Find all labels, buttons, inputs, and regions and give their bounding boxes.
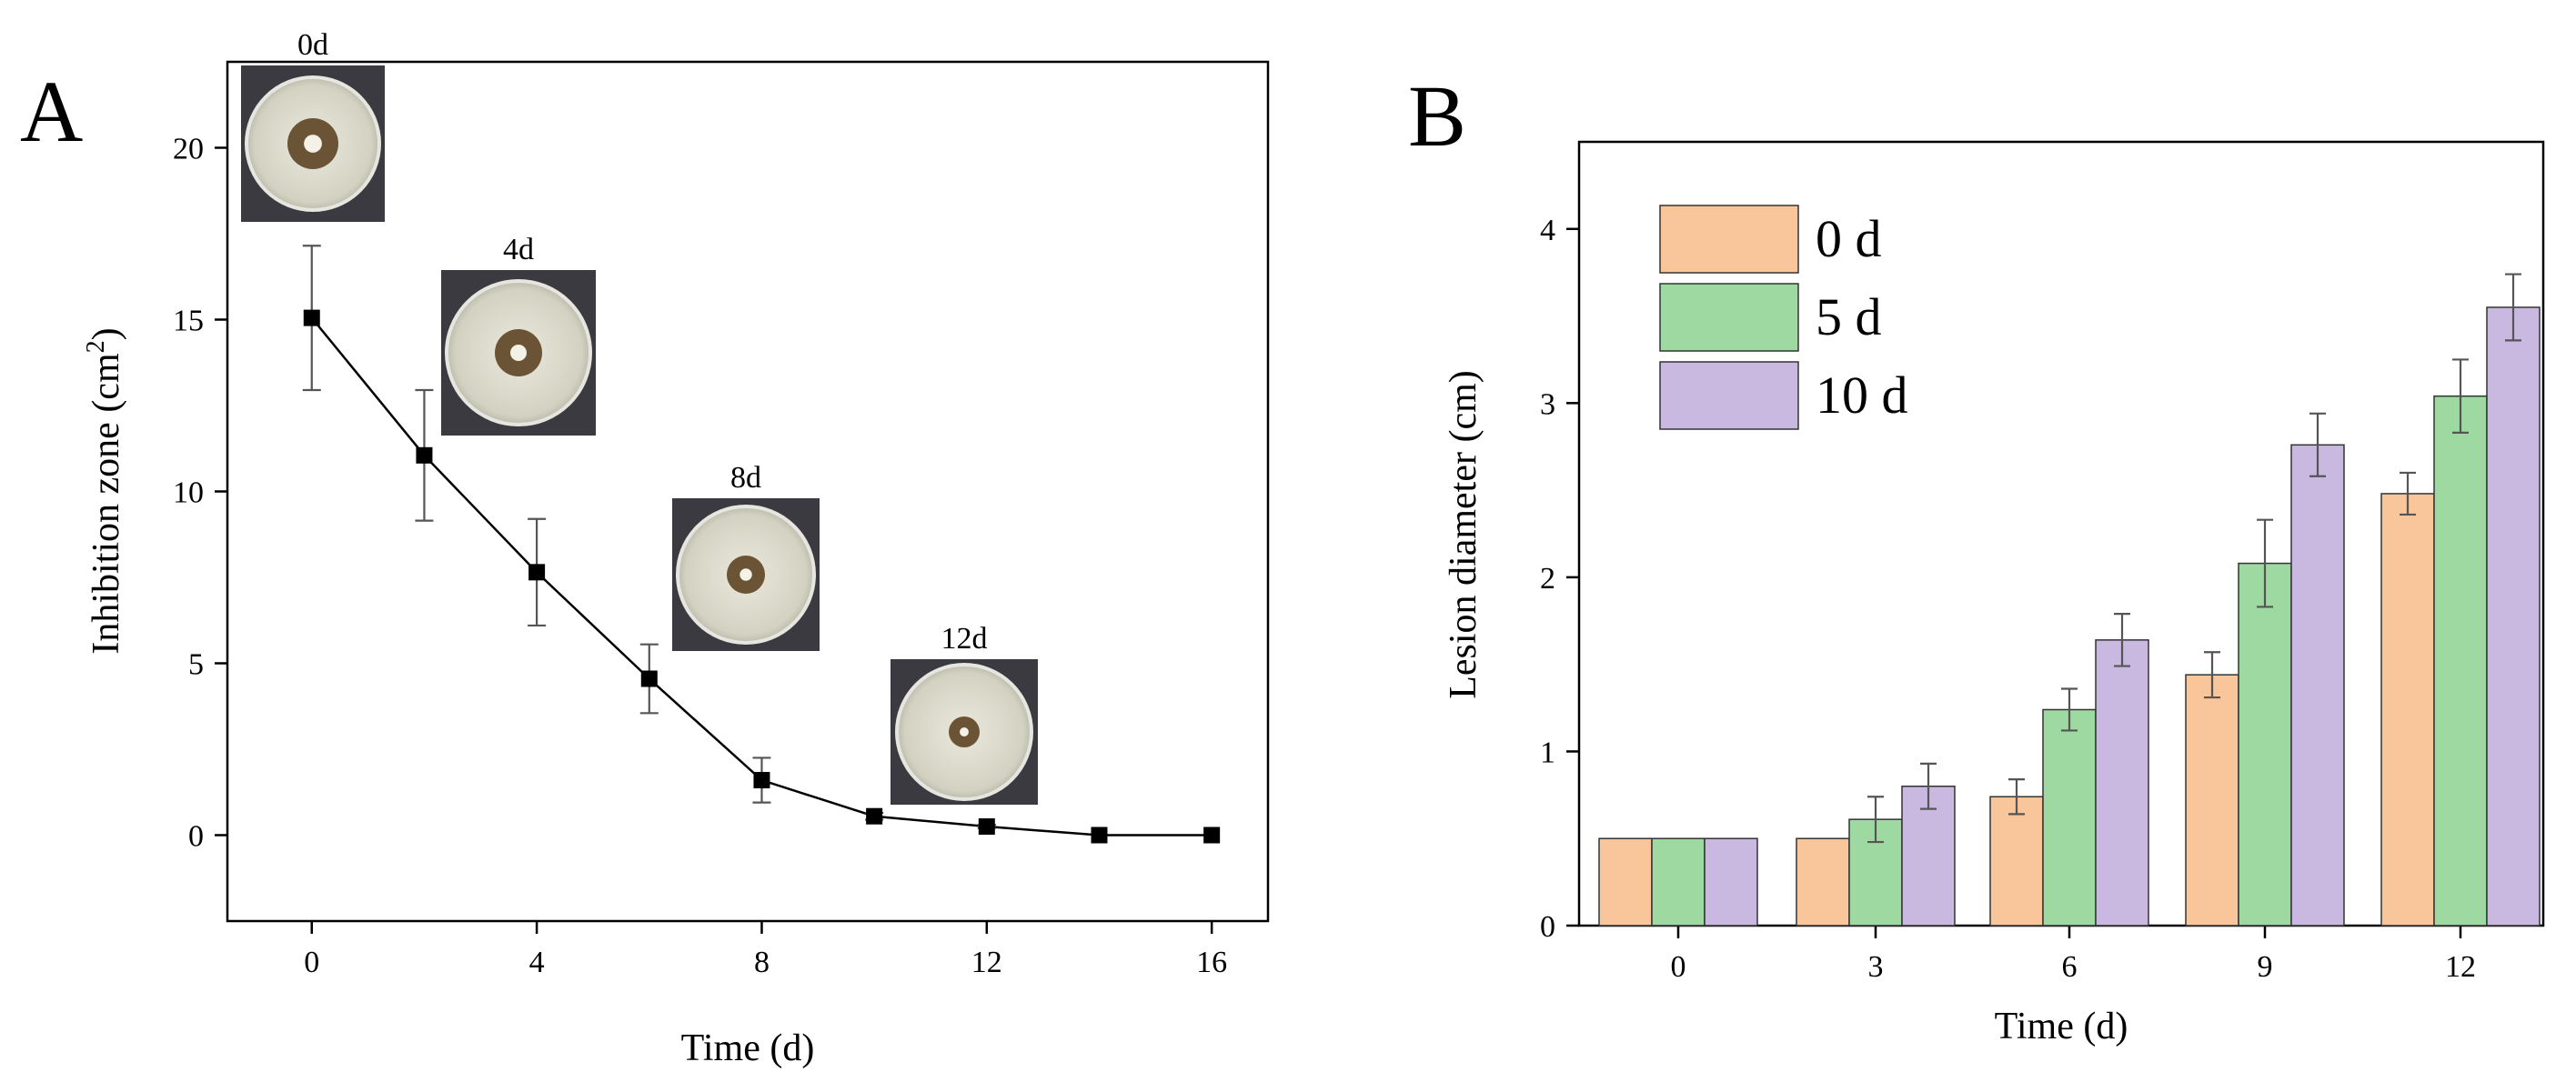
inhibition-photo: 12d	[891, 622, 1038, 805]
lesion-bar	[2185, 674, 2239, 927]
chart-a-x-tick-label: 8	[754, 946, 770, 979]
lesion-bar	[2433, 395, 2488, 927]
lesion-bar	[2238, 562, 2292, 927]
chart-b-y-ticks: 0 1 2 3 4	[1540, 214, 1579, 944]
inhibition-photo: 0d	[241, 28, 385, 222]
chart-b-x-tick-label: 6	[2062, 950, 2078, 984]
inhibition-point	[303, 309, 320, 326]
chart-a-x-tick-label: 16	[1196, 946, 1227, 979]
legend-swatch	[1659, 283, 1799, 352]
chart-b-x-tick-label: 9	[2258, 950, 2273, 984]
lesion-bar	[2042, 708, 2097, 927]
chart-a-y-axis-title-end: )	[86, 327, 127, 340]
lesion-bar	[2380, 493, 2435, 927]
inhibition-point	[1203, 827, 1221, 844]
inhibition-photo-label: 12d	[941, 622, 988, 656]
lesion-bar	[1598, 837, 1653, 927]
chart-a-y-axis-title-main: Inhibition zone (cm	[86, 353, 127, 655]
inhibition-photo-label: 8d	[730, 461, 761, 495]
chart-a-y-axis-title: Inhibition zone (cm2)	[82, 327, 127, 654]
chart-b-bars	[1598, 273, 2541, 927]
inhibition-point	[640, 670, 658, 687]
chart-a-y-tick-label: 15	[173, 305, 204, 338]
chart-a-y-ticks: 0 5 10 15 20	[173, 133, 227, 854]
chart-b-y-tick-label: 2	[1540, 562, 1555, 596]
inhibition-point	[753, 772, 770, 789]
lesion-bar	[2290, 444, 2345, 927]
chart-a-y-tick-label: 5	[188, 648, 204, 682]
chart-a: 0 5 10 15 20 0 4 8 12 16 0d 4d 8d 12d Time (d) Inhi…	[82, 28, 1270, 1069]
chart-a-x-tick-label: 12	[971, 946, 1002, 979]
inhibition-photo-label: 4d	[503, 233, 534, 266]
inhibition-point	[866, 807, 883, 825]
chart-a-y-tick-label: 10	[173, 476, 204, 510]
chart-b-y-tick-label: 4	[1540, 214, 1555, 247]
inhibition-point	[978, 818, 995, 836]
inhibition-point	[1091, 827, 1108, 844]
legend-label: 10 d	[1816, 366, 1908, 425]
lesion-bar	[1796, 837, 1850, 927]
inhibition-point	[528, 564, 546, 581]
inoculation-spot	[740, 568, 752, 581]
chart-b-y-axis-title: Lesion diameter (cm)	[1443, 370, 1484, 699]
legend-swatch	[1659, 361, 1799, 430]
lesion-bar	[1651, 837, 1706, 927]
inhibition-point	[416, 446, 433, 464]
chart-b-x-tick-label: 0	[1671, 950, 1686, 984]
chart-b-y-tick-label: 1	[1540, 736, 1555, 769]
chart-a-y-tick-label: 0	[188, 820, 204, 854]
lesion-bar	[2486, 306, 2541, 927]
inhibition-photo-label: 0d	[297, 28, 328, 62]
legend-swatch	[1659, 205, 1799, 274]
chart-a-x-ticks: 0 4 8 12 16	[304, 921, 1227, 979]
chart-a-y-axis-title-sup: 2	[82, 340, 110, 353]
chart-b-x-axis-title: Time (d)	[1995, 1006, 2128, 1047]
chart-a-x-tick-label: 4	[529, 946, 545, 979]
inoculation-spot	[510, 345, 527, 361]
panel-letter-b: B	[1408, 67, 1466, 165]
chart-b-x-ticks: 0 3 6 9 12	[1671, 926, 2476, 984]
chart-b-x-tick-label: 3	[1868, 950, 1884, 984]
inhibition-photo: 4d	[441, 233, 596, 436]
inoculation-spot	[960, 727, 969, 736]
chart-a-series	[302, 245, 1221, 844]
panel-letter-a: A	[20, 63, 83, 160]
chart-b-y-tick-label: 0	[1540, 910, 1555, 944]
inhibition-photo: 8d	[672, 461, 820, 651]
chart-a-y-tick-label: 20	[173, 133, 204, 166]
inoculation-spot	[304, 135, 322, 153]
lesion-bar	[1989, 796, 2044, 927]
lesion-bar	[1704, 837, 1758, 927]
chart-a-x-tick-label: 0	[304, 946, 319, 979]
inhibition-photos: 0d 4d 8d 12d	[241, 28, 1038, 805]
chart-b-x-tick-label: 12	[2445, 950, 2476, 984]
chart-a-x-axis-title: Time (d)	[681, 1027, 815, 1069]
lesion-bar	[2095, 639, 2149, 927]
legend-label: 5 d	[1816, 287, 1882, 346]
chart-b-legend: 0 d 5 d 10 d	[1659, 205, 1908, 430]
legend-label: 0 d	[1816, 209, 1882, 268]
chart-b-y-tick-label: 3	[1540, 387, 1555, 421]
